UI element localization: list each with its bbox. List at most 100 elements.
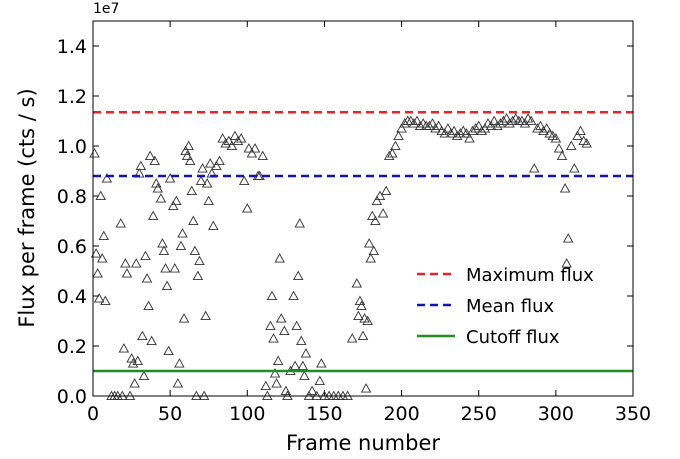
data-point	[188, 215, 199, 226]
data-point	[485, 120, 497, 131]
data-point	[135, 160, 147, 171]
data-point	[535, 120, 546, 131]
data-point	[195, 175, 207, 186]
data-point	[547, 130, 559, 141]
data-point	[507, 115, 518, 126]
data-point	[163, 345, 174, 356]
data-point	[380, 185, 392, 196]
y-tick-label: 0.4	[57, 286, 87, 308]
data-point	[405, 115, 417, 126]
data-point	[516, 115, 528, 126]
data-point	[127, 358, 139, 368]
y-tick-label: 0.0	[57, 386, 87, 408]
data-point	[448, 125, 460, 136]
data-point	[513, 115, 525, 126]
data-point	[370, 215, 381, 226]
data-point	[242, 203, 253, 213]
data-point	[137, 330, 148, 341]
data-point	[161, 280, 173, 291]
data-point	[532, 123, 543, 133]
data-point	[257, 150, 268, 161]
data-point	[566, 140, 577, 151]
data-point	[272, 355, 284, 366]
data-point	[402, 115, 414, 126]
data-point	[120, 258, 131, 268]
data-point	[374, 190, 386, 201]
data-point	[433, 120, 444, 131]
data-point	[522, 113, 534, 123]
data-point	[541, 123, 552, 133]
data-point	[464, 133, 475, 143]
data-point	[289, 360, 301, 371]
data-point	[294, 218, 306, 228]
data-point	[235, 133, 247, 143]
data-point	[269, 368, 281, 378]
data-point	[181, 150, 193, 161]
data-point	[296, 335, 307, 346]
data-point	[299, 370, 310, 381]
data-point	[569, 163, 580, 173]
data-point	[92, 268, 103, 278]
data-point	[525, 115, 537, 126]
data-point	[118, 343, 130, 353]
y-tick-label: 0.8	[57, 186, 87, 208]
data-point	[291, 320, 302, 331]
data-point	[470, 123, 481, 133]
data-point	[100, 295, 111, 306]
data-point	[98, 230, 110, 241]
data-point	[177, 228, 188, 238]
x-tick-label: 300	[538, 403, 574, 425]
data-point	[217, 133, 228, 143]
data-point	[274, 253, 285, 263]
y-tick-label: 0.2	[57, 336, 87, 358]
data-point	[442, 123, 454, 133]
data-point	[300, 348, 312, 358]
data-point	[306, 385, 318, 396]
data-point	[144, 150, 156, 161]
y-tick-label: 0.6	[57, 236, 87, 258]
data-point	[211, 160, 222, 171]
data-point	[476, 125, 488, 136]
data-point	[146, 335, 157, 346]
data-point	[461, 128, 472, 138]
data-point	[132, 355, 144, 366]
data-point	[194, 255, 205, 266]
x-axis-label: Frame number	[286, 431, 440, 455]
plot-frame	[92, 20, 634, 397]
data-point	[101, 173, 113, 183]
data-point	[164, 173, 176, 183]
data-point	[238, 175, 250, 186]
data-point	[360, 383, 372, 393]
data-point	[226, 140, 238, 151]
data-point	[359, 313, 370, 323]
data-point	[178, 313, 190, 323]
data-point	[498, 115, 509, 126]
data-point	[275, 313, 287, 323]
data-point	[368, 245, 380, 256]
data-point	[439, 128, 451, 138]
data-point	[169, 263, 181, 273]
legend-label: Cutoff flux	[466, 327, 560, 348]
y-tick-label: 1.2	[57, 86, 87, 108]
data-point	[393, 130, 404, 141]
data-point	[351, 278, 363, 288]
data-point	[174, 358, 185, 368]
data-point	[121, 268, 133, 278]
data-point	[184, 155, 196, 166]
data-point	[155, 193, 167, 203]
data-point	[220, 138, 231, 148]
data-point	[399, 118, 410, 128]
data-point	[279, 325, 290, 336]
data-point	[445, 128, 457, 138]
data-point	[152, 183, 164, 193]
data-point	[390, 140, 401, 151]
data-point	[420, 120, 432, 131]
data-point	[353, 310, 364, 321]
data-point	[383, 150, 395, 161]
data-point	[186, 185, 198, 196]
y-tick-label: 1.0	[57, 136, 87, 158]
data-point	[171, 195, 182, 206]
data-point	[581, 138, 592, 148]
y-axis-label: Flux per frame (cts / s)	[15, 88, 39, 327]
